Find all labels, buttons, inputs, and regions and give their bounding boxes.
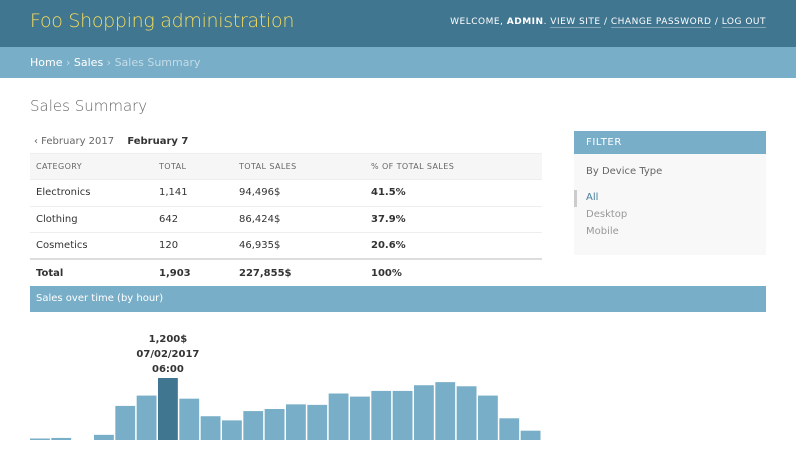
filter-option-mobile[interactable]: Mobile — [586, 226, 619, 237]
column-header-category[interactable]: CATEGORY — [30, 153, 153, 180]
chart-bar[interactable] — [264, 409, 285, 440]
welcome-text: Welcome, — [450, 17, 504, 27]
chart-bar[interactable] — [499, 418, 520, 440]
cell-total: 120 — [153, 232, 233, 260]
cell-total: 1,903 — [153, 258, 233, 286]
table-row: Cosmetics 120 46,935$ 20.6% — [30, 232, 542, 260]
chart-bar[interactable] — [520, 430, 541, 440]
site-branding[interactable]: Foo Shopping administration — [30, 10, 295, 32]
breadcrumb: Home › Sales › Sales Summary — [0, 47, 796, 78]
filter-heading: FILTER — [574, 131, 766, 154]
chart-bar[interactable] — [51, 437, 72, 440]
chart-bar[interactable] — [392, 390, 413, 440]
cell-pct: 37.9% — [365, 206, 542, 233]
page-title: Sales Summary — [30, 97, 148, 115]
tooltip-time: 06:00 — [152, 364, 184, 375]
date-prev-link[interactable]: ‹ February 2017 — [34, 136, 115, 147]
chart-bar[interactable] — [478, 395, 498, 440]
column-header-total-sales[interactable]: TOTAL SALES — [233, 153, 365, 180]
table-header-row: CATEGORY TOTAL TOTAL SALES % OF TOTAL SA… — [30, 153, 542, 180]
chart-bar[interactable] — [94, 434, 114, 440]
cell-category: Total — [30, 258, 153, 286]
cell-category: Clothing — [30, 206, 153, 233]
chart-bar[interactable] — [222, 420, 242, 440]
date-hierarchy: ‹ February 2017 February 7 — [34, 136, 188, 147]
filter-option-desktop[interactable]: Desktop — [586, 209, 628, 220]
sales-summary-table: CATEGORY TOTAL TOTAL SALES % OF TOTAL SA… — [30, 153, 542, 286]
cell-total-sales: 86,424$ — [233, 206, 365, 233]
date-current: February 7 — [127, 136, 189, 147]
breadcrumb-separator: › — [106, 56, 112, 69]
cell-category: Electronics — [30, 179, 153, 207]
cell-pct: 41.5% — [365, 179, 542, 207]
chart-bar[interactable] — [136, 395, 157, 440]
table-total-row: Total 1,903 227,855$ 100% — [30, 258, 542, 286]
cell-pct: 20.6% — [365, 232, 542, 260]
breadcrumb-sales[interactable]: Sales — [73, 56, 104, 69]
chart-bar[interactable] — [115, 405, 136, 440]
cell-category: Cosmetics — [30, 232, 153, 260]
chart-bar[interactable] — [328, 393, 349, 441]
filter-panel: FILTER By Device Type All Desktop Mobile — [574, 131, 766, 255]
chart-bar[interactable] — [414, 385, 434, 440]
filter-title: By Device Type — [586, 166, 663, 177]
filter-options: All Desktop Mobile — [574, 190, 766, 241]
chart-bar[interactable] — [286, 404, 306, 440]
log-out-link[interactable]: Log out — [721, 17, 766, 28]
chart-bar[interactable] — [371, 390, 392, 440]
breadcrumb-current: Sales Summary — [114, 56, 201, 69]
tooltip-value: 1,200$ — [149, 334, 188, 345]
tooltip-date: 07/02/2017 — [136, 349, 199, 360]
chart-bar[interactable] — [179, 398, 200, 440]
chart-bar[interactable] — [435, 382, 456, 440]
chart-bar[interactable] — [158, 378, 178, 440]
table-row: Clothing 642 86,424$ 37.9% — [30, 206, 542, 233]
cell-pct: 100% — [365, 258, 542, 286]
breadcrumb-home[interactable]: Home — [30, 56, 63, 69]
table-row: Electronics 1,141 94,496$ 41.5% — [30, 179, 542, 207]
filter-option-all[interactable]: All — [574, 190, 766, 207]
change-password-link[interactable]: Change password — [610, 17, 712, 28]
chart-bar[interactable] — [307, 404, 328, 440]
cell-total: 642 — [153, 206, 233, 233]
breadcrumb-separator: › — [65, 56, 71, 69]
column-header-total[interactable]: TOTAL — [153, 153, 233, 180]
chart-bar[interactable] — [30, 438, 50, 441]
view-site-link[interactable]: View site — [550, 17, 601, 28]
chart-bar[interactable] — [200, 416, 221, 440]
section-heading: Sales over time (by hour) — [30, 286, 766, 312]
column-header-pct[interactable]: % OF TOTAL SALES — [365, 153, 542, 180]
chart-bar[interactable] — [350, 396, 370, 440]
chart-bar[interactable] — [243, 411, 264, 440]
cell-total: 1,141 — [153, 179, 233, 207]
cell-total-sales: 94,496$ — [233, 179, 365, 207]
sales-over-time-chart: 1,200$ 07/02/2017 06:00 — [30, 334, 541, 441]
cell-total-sales: 227,855$ — [233, 258, 365, 286]
user-tools: Welcome, admin. View site / Change passw… — [450, 17, 766, 28]
chart-bar[interactable] — [456, 386, 477, 440]
username: admin — [506, 17, 544, 27]
header: Foo Shopping administration Welcome, adm… — [0, 0, 796, 47]
cell-total-sales: 46,935$ — [233, 232, 365, 260]
